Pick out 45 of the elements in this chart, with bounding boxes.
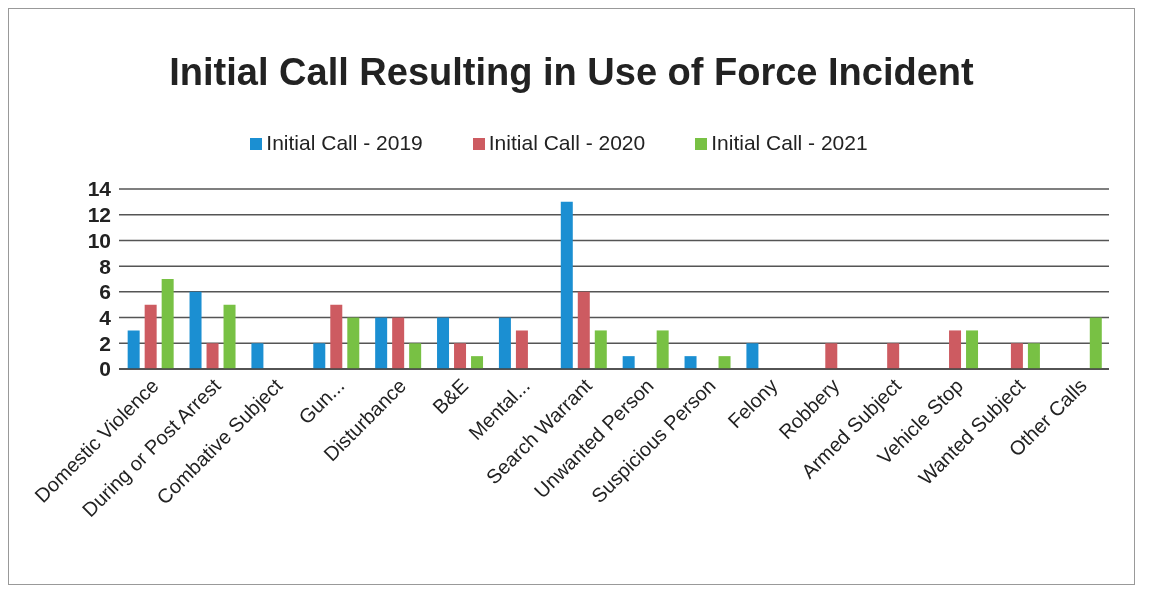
bar [392, 317, 405, 369]
bar [251, 343, 264, 369]
y-tick-label: 10 [87, 228, 111, 252]
bar [1010, 343, 1023, 369]
bar [949, 330, 962, 369]
bar [1027, 343, 1040, 369]
y-tick-label: 2 [99, 331, 111, 355]
bar [161, 279, 174, 369]
bar [560, 201, 573, 369]
bar [746, 343, 759, 369]
legend-label: Initial Call - 2020 [488, 131, 646, 154]
bar [966, 330, 979, 369]
bar [498, 317, 511, 369]
bar [454, 343, 467, 369]
bar [594, 330, 607, 369]
bar [330, 304, 343, 369]
bar [887, 343, 900, 369]
bar [189, 291, 202, 369]
bar [684, 356, 697, 369]
bar [144, 304, 157, 369]
bar [206, 343, 219, 369]
bar [1089, 317, 1102, 369]
bar [577, 291, 590, 369]
bar [718, 356, 731, 369]
bar [656, 330, 669, 369]
bar [622, 356, 635, 369]
bar [471, 356, 484, 369]
bar [313, 343, 326, 369]
bar [347, 317, 360, 369]
bar [223, 304, 236, 369]
y-tick-label: 0 [99, 357, 111, 381]
legend-label: Initial Call - 2019 [266, 131, 423, 154]
bar [437, 317, 450, 369]
bar [375, 317, 388, 369]
legend-label: Initial Call - 2021 [711, 131, 868, 154]
bar [825, 343, 838, 369]
y-tick-label: 12 [87, 203, 111, 227]
y-tick-label: 6 [99, 280, 111, 304]
bar [515, 330, 528, 369]
y-tick-label: 8 [99, 254, 112, 278]
y-tick-label: 14 [87, 177, 112, 201]
chart-title: Initial Call Resulting in Use of Force Incident [168, 50, 975, 95]
y-tick-label: 4 [99, 306, 112, 330]
bar [127, 330, 140, 369]
bar [409, 343, 422, 369]
